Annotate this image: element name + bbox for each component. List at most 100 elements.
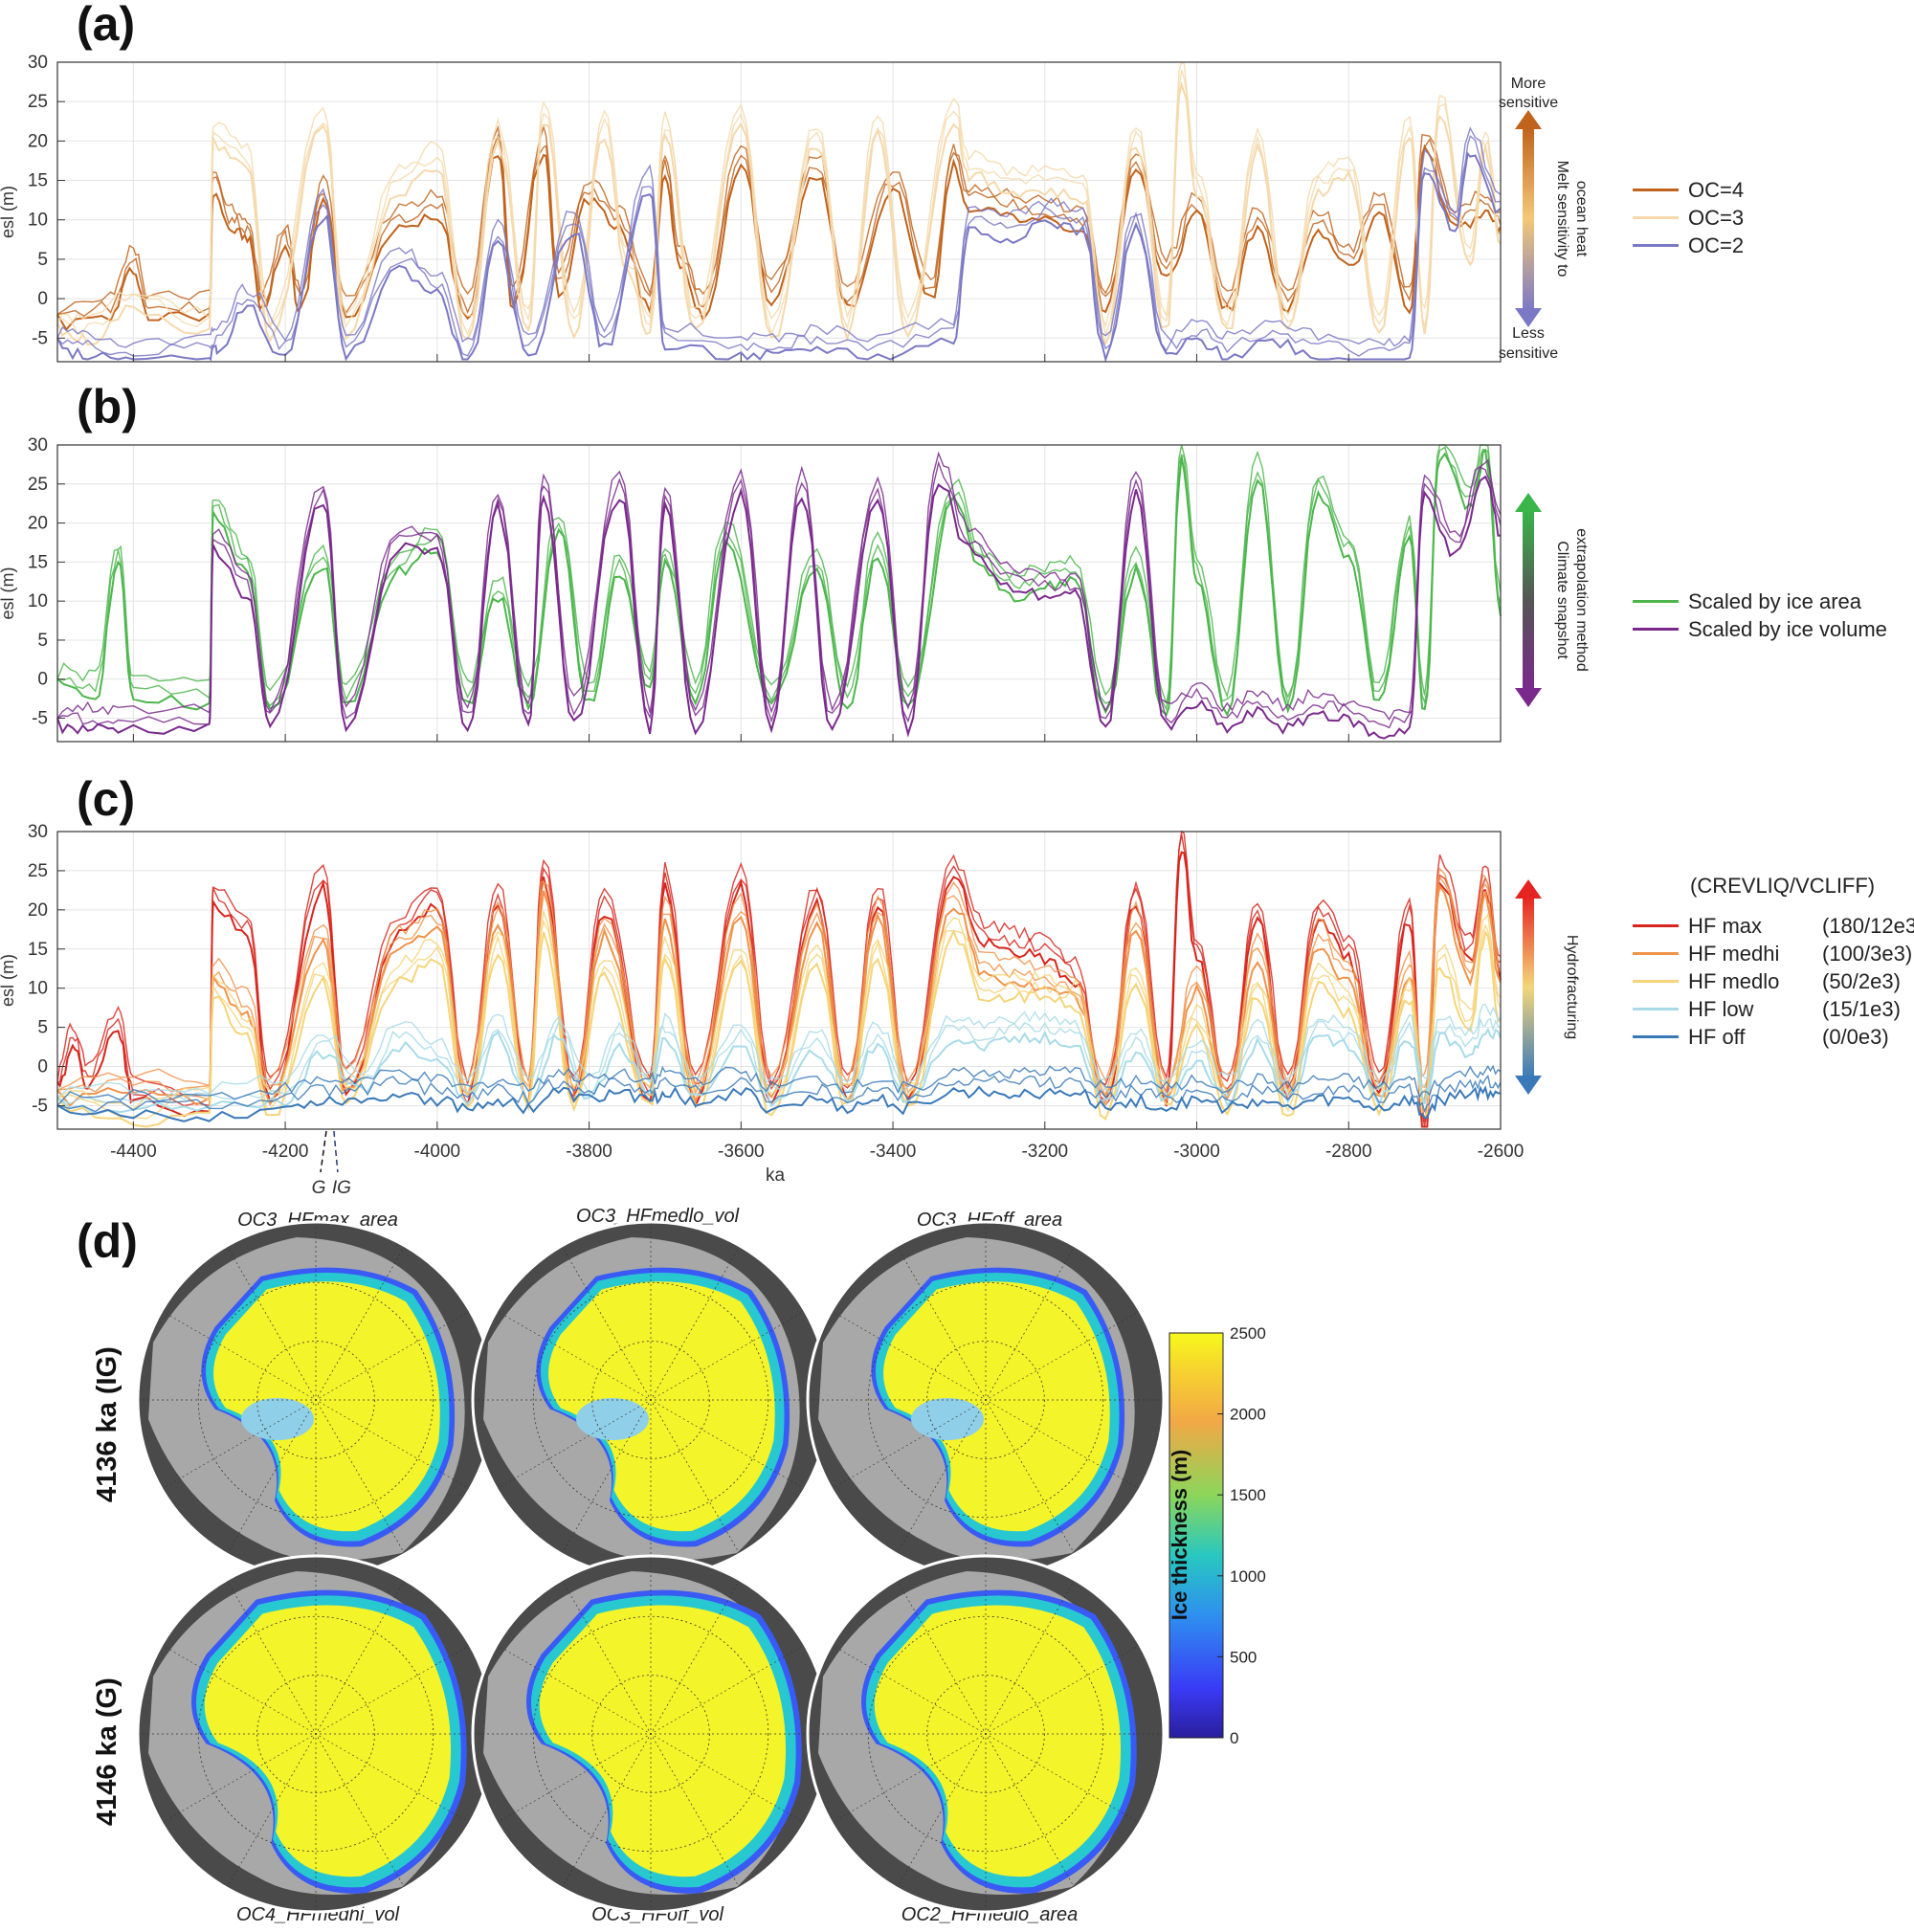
- arrow-top-label: sensitive: [1499, 95, 1558, 111]
- bedrock: [483, 1571, 800, 1895]
- legend-code: (0/0e3): [1822, 1024, 1889, 1049]
- legend-label: HF low: [1688, 996, 1754, 1021]
- arrow-bottom-label: sensitive: [1499, 345, 1558, 362]
- series-line-oc-4: [56, 124, 1502, 316]
- panel-c-letter: (c): [77, 772, 136, 826]
- map-title-top-2: OC3_HFmedlo_vol: [575, 1206, 740, 1227]
- chart-c: -5 0 5 10 15 20 25 30 esl (m) Hydrofracturing -440…: [0, 822, 1580, 1198]
- map-border: [136, 1220, 496, 1580]
- latitude-circle: [926, 1341, 1045, 1459]
- series-line-oc-2: [56, 134, 1502, 357]
- legend-label: HF medlo: [1688, 968, 1780, 993]
- latitude-circle: [807, 1555, 1165, 1913]
- series-line-hf-medlo: [56, 928, 1502, 1128]
- ocean-disk: [138, 1222, 494, 1578]
- legend-swatch: [1633, 924, 1679, 927]
- y-tick-label: 25: [28, 475, 48, 495]
- latitude-circle: [867, 1615, 1104, 1853]
- y-tick-label: 10: [28, 979, 48, 999]
- plot-frame: [56, 444, 1502, 743]
- bedrock: [818, 1571, 1135, 1895]
- antarctica-map-4: [136, 1554, 496, 1914]
- legend-code: (100/3e3): [1822, 941, 1913, 966]
- bedrock: [483, 1237, 800, 1561]
- y-tick-label: 25: [28, 92, 48, 112]
- legend-code: (50/2e3): [1822, 968, 1901, 993]
- series-line-scaled-by-ice-volume: [56, 451, 1502, 722]
- ice-margin: [206, 1272, 450, 1542]
- series-line-hf-max: [56, 830, 1502, 1122]
- series-line-hf-medhi: [56, 876, 1502, 1098]
- y-axis-label: esl (m): [0, 954, 17, 1007]
- latitude-circle: [591, 1675, 710, 1793]
- arrow-bottom-label: Less: [1512, 325, 1545, 342]
- legend-c: (CREVLIQ/VCLIFF) HF max (180/12e3) HF med…: [1633, 874, 1914, 1051]
- chart-a: -5 0 5 10 15 20 25 30 esl (m) Melt sensitivity to…: [0, 53, 1590, 364]
- panel-d-letter: (d): [77, 1214, 138, 1268]
- meridian-line: [896, 1245, 1076, 1555]
- colorbar-tick-label: 1000: [1230, 1567, 1266, 1586]
- legend-item-oc4: OC=4: [1633, 176, 1744, 204]
- legend-swatch: [1633, 952, 1679, 955]
- y-tick-label: 5: [37, 631, 48, 651]
- legend-swatch: [1633, 1008, 1679, 1010]
- y-tick-label: 0: [37, 1057, 48, 1077]
- y-tick-label: -5: [32, 328, 48, 348]
- series-line-hf-off: [56, 1085, 1502, 1122]
- meridian-line: [226, 1579, 406, 1889]
- antarctica-map-1: [136, 1220, 496, 1580]
- latitude-circle: [926, 1675, 1045, 1793]
- antarctica-map-5: [471, 1554, 831, 1914]
- ice-rim: [191, 1589, 467, 1894]
- ice-rim: [526, 1589, 802, 1894]
- arrow-label: ocean heat: [1573, 181, 1590, 257]
- x-tick-label: -4400: [110, 1142, 157, 1162]
- series-line-hf-low: [56, 1003, 1502, 1099]
- map-title-bottom-2: OC3_HFoff_vol: [591, 1904, 723, 1925]
- y-tick-label: 20: [28, 514, 48, 534]
- x-tick-label: -4000: [414, 1142, 461, 1162]
- map-border: [471, 1554, 831, 1914]
- arrow-shaft: [1523, 510, 1534, 690]
- antarctica-map-3: [806, 1220, 1166, 1580]
- y-axis-label: esl (m): [0, 567, 17, 620]
- meridian-line: [831, 1644, 1141, 1824]
- plot-frame: [56, 831, 1502, 1130]
- legend-label: HF max: [1688, 913, 1762, 938]
- meridian-line: [226, 1579, 406, 1889]
- ice-margin: [541, 1272, 785, 1542]
- y-tick-label: 10: [28, 211, 48, 231]
- meridian-line: [161, 1310, 471, 1490]
- legend-b: Scaled by ice area Scaled by ice volume: [1633, 588, 1887, 643]
- meridian-line: [561, 1579, 741, 1889]
- legend-swatch: [1633, 244, 1679, 247]
- colorbar-tick-label: 1500: [1230, 1486, 1266, 1504]
- legend-swatch: [1633, 980, 1679, 983]
- ig-marker-line: [333, 1130, 339, 1173]
- x-tick-label: -3400: [870, 1142, 917, 1162]
- g-marker-line: [320, 1130, 327, 1173]
- legend-a: OC=4 OC=3 OC=2: [1633, 176, 1744, 259]
- colorbar-tick-label: 2500: [1230, 1324, 1266, 1343]
- map-border: [471, 1220, 831, 1580]
- legend-swatch: [1633, 628, 1679, 631]
- arrow-shaft: [1523, 127, 1534, 310]
- retreat-region: [911, 1398, 984, 1440]
- y-tick-label: 20: [28, 131, 48, 151]
- meridian-line: [226, 1245, 406, 1555]
- legend-label: Scaled by ice volume: [1688, 616, 1887, 641]
- y-tick-label: 30: [28, 822, 48, 842]
- legend-swatch: [1633, 600, 1679, 603]
- legend-item-hfmedlo: HF medlo (50/2e3): [1633, 967, 1914, 995]
- bedrock: [818, 1237, 1135, 1561]
- colorbar-tick-label: 2000: [1230, 1406, 1266, 1424]
- ocean-disk: [808, 1556, 1164, 1912]
- legend-item-volume: Scaled by ice volume: [1633, 615, 1887, 643]
- map-title-bottom-1: OC4_HFmedhi_vol: [235, 1904, 400, 1925]
- series-line-hf-off: [56, 1074, 1502, 1114]
- x-tick-label: -3600: [718, 1142, 765, 1162]
- legend-swatch: [1633, 189, 1679, 191]
- retreat-region: [241, 1398, 314, 1440]
- legend-item-hfmedhi: HF medhi (100/3e3): [1633, 940, 1914, 967]
- ice-rim: [871, 1267, 1125, 1547]
